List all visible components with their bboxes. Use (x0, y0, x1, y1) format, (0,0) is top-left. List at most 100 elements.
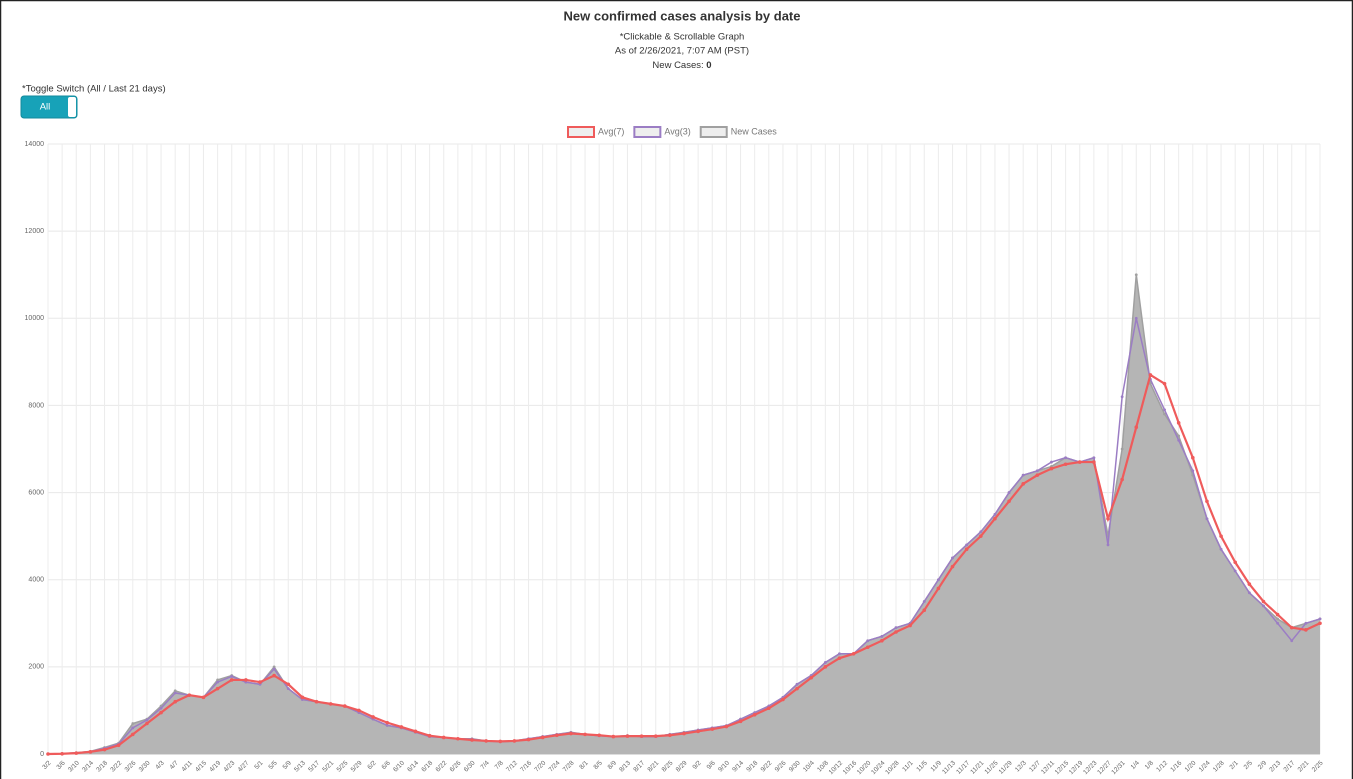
toggle-knob[interactable] (68, 97, 76, 117)
point (343, 704, 347, 708)
y-tick-label: 8000 (28, 402, 44, 409)
x-tick-label: 3/6 (55, 759, 67, 771)
point (1148, 373, 1153, 377)
point (979, 534, 983, 538)
point (993, 512, 997, 516)
point (1176, 421, 1181, 425)
point (1261, 599, 1266, 604)
legend: Avg(7) Avg(3) New Cases (567, 126, 777, 138)
x-tick-label: 3/2 (41, 759, 53, 771)
point (357, 708, 361, 713)
point (611, 734, 616, 739)
point (173, 689, 177, 693)
point (286, 687, 290, 691)
point (1064, 456, 1067, 460)
point (187, 693, 192, 697)
point (838, 652, 841, 656)
point (851, 651, 856, 656)
point (781, 697, 785, 702)
point (314, 699, 319, 704)
point (328, 702, 333, 706)
point (1134, 273, 1138, 277)
legend-swatch (633, 126, 662, 138)
point (837, 656, 842, 660)
point (1149, 382, 1152, 386)
point (597, 733, 601, 738)
point (823, 661, 827, 664)
legend-swatch (699, 126, 728, 138)
point (1290, 639, 1294, 643)
point (936, 586, 941, 591)
point (1247, 582, 1252, 586)
point (201, 695, 206, 700)
toggle-switch[interactable]: All (20, 95, 78, 119)
point (427, 733, 432, 738)
point (159, 706, 163, 710)
x-tick-label: 8/9 (607, 759, 619, 771)
point (894, 630, 898, 634)
point (385, 723, 389, 727)
point (908, 623, 912, 628)
point (230, 675, 234, 678)
point (1092, 456, 1096, 460)
x-tick-label: 5/1 (253, 759, 265, 771)
point (258, 680, 262, 684)
x-tick-label: 4/3 (154, 759, 166, 771)
point (1163, 408, 1166, 412)
point (456, 736, 460, 741)
point (625, 734, 630, 738)
point (1276, 621, 1279, 625)
point (1163, 412, 1166, 416)
x-tick-label: 2/5 (1243, 759, 1255, 771)
point (950, 564, 955, 569)
area (48, 274, 1320, 754)
point (696, 729, 700, 734)
point (555, 733, 559, 738)
toggle-body[interactable] (20, 95, 78, 119)
y-tick-label: 2000 (28, 664, 44, 671)
point (173, 699, 177, 704)
x-tick-label: 7/8 (494, 759, 506, 771)
point (866, 639, 870, 643)
point (116, 743, 121, 748)
point (569, 731, 573, 736)
point (795, 686, 799, 691)
point (1120, 477, 1124, 482)
point (215, 686, 220, 691)
legend-label: Avg(7) (598, 126, 624, 136)
point (1318, 621, 1322, 626)
y-tick-label: 12000 (25, 228, 45, 235)
point (1134, 316, 1138, 320)
point (922, 600, 926, 603)
point (682, 731, 686, 736)
point (1276, 617, 1279, 621)
point (131, 732, 135, 737)
point (371, 715, 375, 719)
point (1035, 473, 1040, 477)
point (880, 634, 884, 638)
point (1134, 425, 1139, 430)
point (823, 665, 828, 669)
point (1318, 617, 1322, 621)
x-tick-label: 9/2 (691, 759, 703, 771)
point (1120, 447, 1124, 451)
point (1205, 499, 1209, 504)
point (526, 737, 531, 742)
point (1092, 460, 1096, 464)
point (964, 547, 969, 552)
toggle-text[interactable]: All (40, 102, 51, 113)
point (1077, 460, 1082, 464)
point (272, 665, 276, 669)
point (653, 734, 658, 738)
point (993, 516, 997, 521)
point (1063, 462, 1068, 467)
point (1106, 516, 1110, 521)
point (951, 556, 954, 560)
point (880, 638, 884, 643)
point (131, 722, 135, 725)
point (1289, 625, 1294, 630)
point (894, 626, 898, 630)
point (1191, 455, 1195, 460)
point (131, 726, 135, 730)
